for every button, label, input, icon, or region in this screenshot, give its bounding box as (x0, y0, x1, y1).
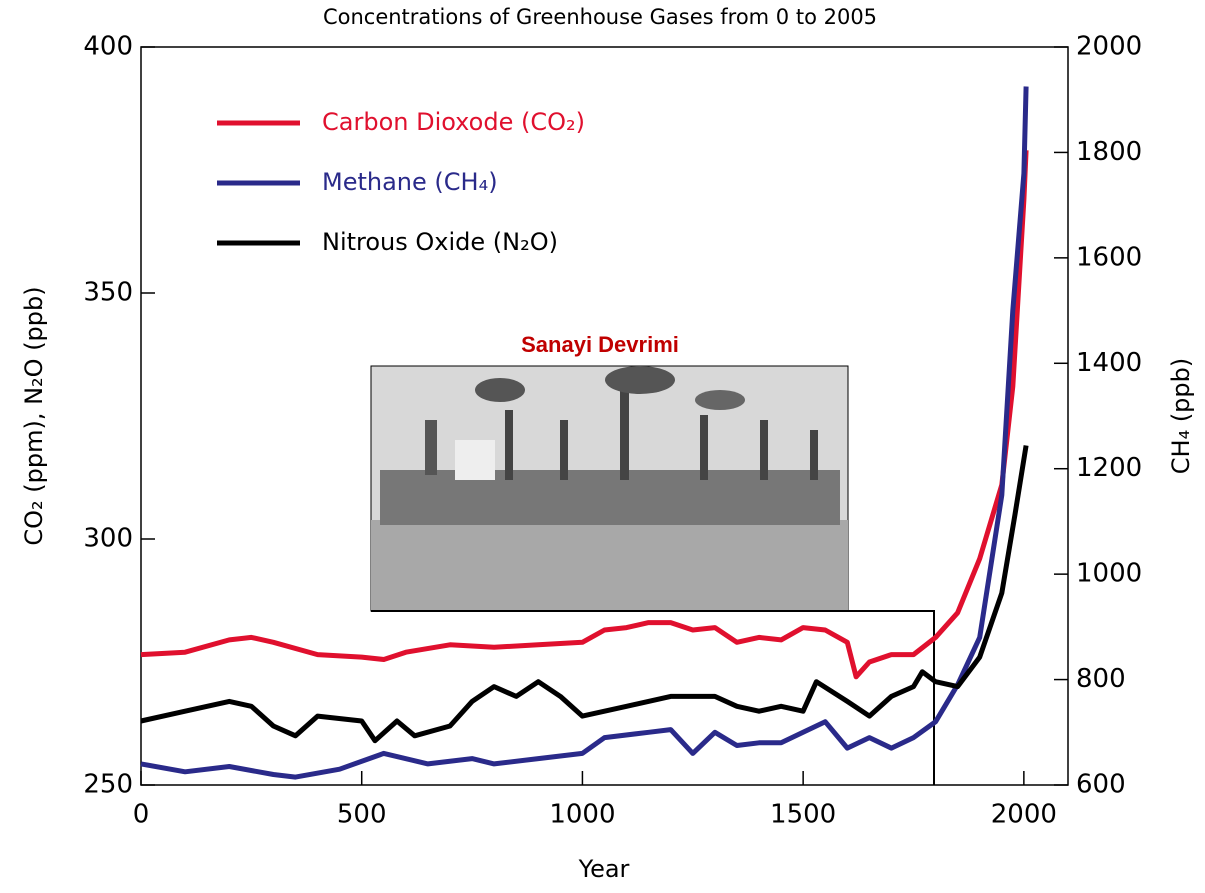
annotation: Sanayi Devrimi (521, 332, 679, 357)
y2-tick-label: 1800 (1076, 137, 1142, 167)
x-tick-label: 1000 (549, 800, 615, 830)
x-tick-label: 500 (337, 800, 387, 830)
y2-tick-label: 2000 (1076, 32, 1142, 62)
legend-label: Nitrous Oxide (N₂O) (322, 228, 558, 256)
y2-tick-label: 600 (1076, 770, 1126, 800)
chart-title: Concentrations of Greenhouse Gases from … (323, 5, 877, 29)
y2-tick-label: 1200 (1076, 453, 1142, 483)
y2-tick-label: 1600 (1076, 242, 1142, 272)
y2-tick-label: 800 (1076, 664, 1126, 694)
y-axis-label: CO₂ (ppm), N₂O (ppb) (20, 286, 48, 545)
y-tick-label: 350 (83, 278, 133, 308)
x-axis-label: Year (578, 855, 630, 883)
factory-illustration (370, 365, 849, 612)
y-tick-label: 300 (83, 524, 133, 554)
x-tick-label: 0 (133, 800, 150, 830)
series-line (140, 150, 1029, 680)
y-tick-label: 250 (83, 770, 133, 800)
y-tick-label: 400 (83, 32, 133, 62)
y2-axis-label: CH₄ (ppb) (1167, 358, 1195, 474)
legend-label: Carbon Dioxode (CO₂) (322, 108, 585, 136)
series-line (140, 445, 1029, 744)
legend-label: Methane (CH₄) (322, 168, 498, 196)
series-line (140, 86, 1029, 780)
annotation-bracket (371, 610, 935, 785)
x-tick-label: 1500 (770, 800, 836, 830)
x-tick-label: 2000 (991, 800, 1057, 830)
y2-tick-label: 1000 (1076, 559, 1142, 589)
y2-tick-label: 1400 (1076, 348, 1142, 378)
plot-frame (140, 46, 1069, 786)
